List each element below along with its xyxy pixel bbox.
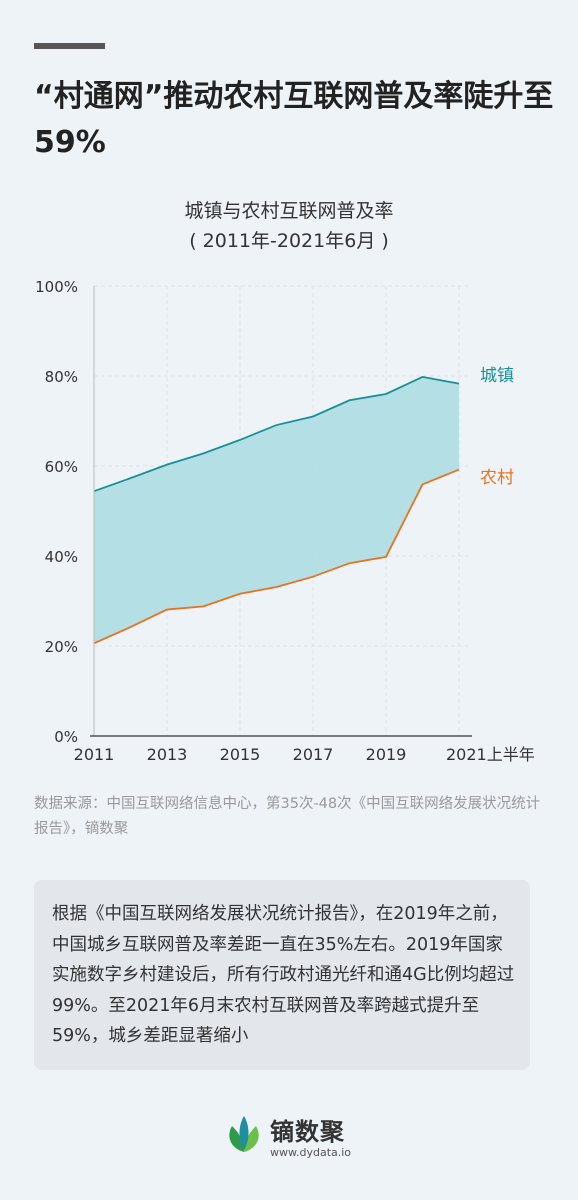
x-tick-label: 2017 xyxy=(293,745,334,764)
brand-name: 镝数聚 xyxy=(270,1118,345,1146)
y-tick-label: 20% xyxy=(45,638,78,656)
x-tick-label: 2015 xyxy=(220,745,261,764)
x-tick-label: 2019 xyxy=(366,745,407,764)
y-tick-label: 100% xyxy=(35,278,78,296)
y-tick-label: 80% xyxy=(45,368,78,386)
top-accent-bar xyxy=(34,43,105,49)
y-tick-label: 40% xyxy=(45,548,78,566)
x-tick-label: 2013 xyxy=(147,745,188,764)
series-label-urban: 城镇 xyxy=(480,366,514,386)
note-box: 根据《中国互联网络发展状况统计报告》，在2019年之前，中国城乡互联网普及率差距… xyxy=(34,880,530,1070)
data-source: 数据来源：中国互联网络信息中心，第35次-48次《中国互联网络发展状况统计报告》… xyxy=(34,796,541,837)
headline: “村通网”推动农村互联网普及率陡升至59% xyxy=(34,79,554,160)
x-tick-label: 2021上半年 xyxy=(446,745,535,764)
brand: 镝数聚 www.dydata.io xyxy=(224,1112,374,1172)
leaf-logo-icon xyxy=(229,1116,259,1152)
chart-subtitle: ( 2011年-2021年6月 ) xyxy=(189,230,389,252)
gap-area xyxy=(94,376,459,644)
chart: 0% 20% 40% 60% 80% 100% 2011 2013 2015 2017 2019 20… xyxy=(35,278,535,764)
note-text: 根据《中国互联网络发展状况统计报告》，在2019年之前，中国城乡互联网普及率差距… xyxy=(52,904,515,1046)
chart-title: 城镇与农村互联网普及率 xyxy=(184,200,394,222)
y-tick-label: 0% xyxy=(54,728,78,746)
series-label-rural: 农村 xyxy=(480,468,514,488)
x-tick-label: 2011 xyxy=(74,745,115,764)
y-tick-label: 60% xyxy=(45,458,78,476)
brand-url: www.dydata.io xyxy=(270,1146,352,1159)
